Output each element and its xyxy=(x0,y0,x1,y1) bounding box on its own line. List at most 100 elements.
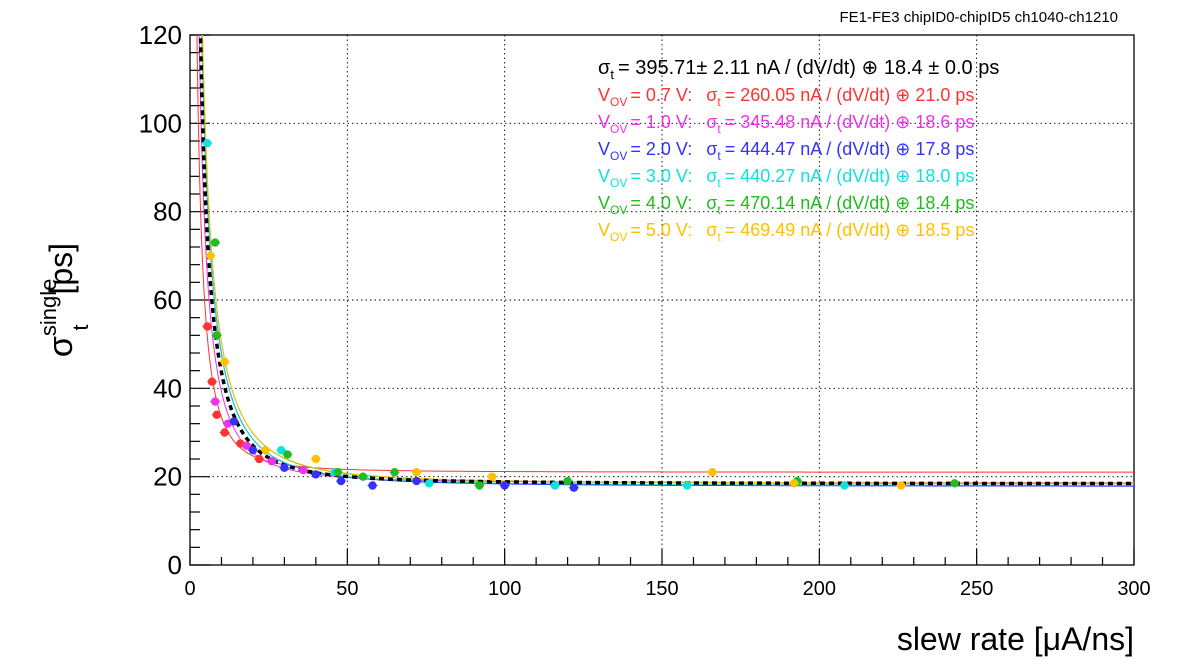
data-point xyxy=(569,483,579,492)
legend-v-sub: OV xyxy=(610,230,627,244)
data-point xyxy=(333,468,343,477)
legend-v: V xyxy=(598,193,610,213)
data-point xyxy=(283,450,292,459)
x-tick-label: 300 xyxy=(1117,578,1150,600)
legend-vov: = 1.0 V: xyxy=(630,112,692,132)
data-point xyxy=(412,468,421,477)
legend-vov: = 0.7 V: xyxy=(630,85,692,105)
legend-fit: = 260.05 nA / (dV/dt) ⊕ 21.0 ps xyxy=(725,85,975,105)
x-axis-label: slew rate [μA/ns] xyxy=(897,621,1134,657)
y-tick-labels: 0 20 40 60 80 100 120 xyxy=(139,20,182,580)
y-tick-label: 120 xyxy=(139,20,182,50)
data-point xyxy=(475,481,484,490)
legend-sigma-sub: t xyxy=(717,122,721,136)
legend-sigma-sub: t xyxy=(717,95,721,109)
legend-sigma: σ xyxy=(706,220,717,240)
legend-sigma: σ xyxy=(706,166,717,186)
data-point xyxy=(261,445,270,455)
y-tick-label: 40 xyxy=(153,373,182,403)
data-point xyxy=(210,397,220,406)
legend-sigma-sub: t xyxy=(717,149,721,163)
legend-sigma: σ xyxy=(706,193,717,213)
y-tick-label: 100 xyxy=(139,108,182,138)
legend-v-sub: OV xyxy=(610,95,627,109)
data-point xyxy=(203,322,212,331)
legend-vov: = 3.0 V: xyxy=(630,166,692,186)
legend: σt = 395.71± 2.11 nA / (dV/dt) ⊕ 18.4 ± 0… xyxy=(598,57,999,244)
legend-v-sub: OV xyxy=(610,122,627,136)
data-point xyxy=(708,468,717,477)
legend-entry-07: VOV = 0.7 V: σt = 260.05 nA / (dV/dt) ⊕ 21.… xyxy=(598,85,974,109)
y-tick-label: 60 xyxy=(153,285,182,315)
legend-v: V xyxy=(598,220,610,240)
data-point xyxy=(210,238,220,247)
y-tick-label: 20 xyxy=(153,462,182,492)
legend-fit: = 440.27 nA / (dV/dt) ⊕ 18.0 ps xyxy=(725,166,975,186)
legend-fit: = 444.47 nA / (dV/dt) ⊕ 17.8 ps xyxy=(725,139,975,159)
x-tick-label: 100 xyxy=(488,578,521,600)
data-point xyxy=(255,454,264,464)
global-fit-text: = 395.71± 2.11 nA / (dV/dt) ⊕ 18.4 ± 0.0… xyxy=(618,57,999,79)
legend-entry-20: VOV = 2.0 V: σt = 444.47 nA / (dV/dt) ⊕ 17.… xyxy=(598,139,974,163)
legend-v-sub: OV xyxy=(610,176,627,190)
legend-entry-30: VOV = 3.0 V: σt = 440.27 nA / (dV/dt) ⊕ 18.… xyxy=(598,166,974,190)
y-label-sub: t xyxy=(68,324,93,330)
legend-vov: = 5.0 V: xyxy=(630,220,692,240)
data-point xyxy=(220,357,229,367)
legend-sigma: σ xyxy=(706,112,717,132)
data-point xyxy=(896,481,906,490)
y-label-sup: single xyxy=(36,279,61,336)
data-point xyxy=(311,470,321,479)
legend-sigma: σ xyxy=(706,139,717,159)
legend-v: V xyxy=(598,139,610,159)
y-tick-label: 0 xyxy=(168,550,182,580)
global-fit-label: σt = 395.71± 2.11 nA / (dV/dt) ⊕ 18.4 ± 0… xyxy=(598,57,999,82)
data-point xyxy=(789,479,799,488)
data-point xyxy=(390,468,399,477)
data-point xyxy=(500,481,509,490)
data-point xyxy=(229,417,239,426)
data-point xyxy=(412,476,421,486)
legend-fit: = 469.49 nA / (dV/dt) ⊕ 18.5 ps xyxy=(725,220,975,240)
y-tick-label: 80 xyxy=(153,197,182,227)
data-point xyxy=(242,441,251,450)
data-point xyxy=(550,481,560,490)
header-text: FE1-FE3 chipID0-chipID5 ch1040-ch1210 xyxy=(840,9,1118,26)
global-fit-curve xyxy=(198,35,1134,486)
data-point xyxy=(206,251,215,261)
data-point xyxy=(358,472,368,481)
x-tick-label: 0 xyxy=(184,578,195,600)
global-fit-sub: t xyxy=(610,67,614,82)
data-point xyxy=(563,476,572,486)
data-point xyxy=(424,479,434,488)
data-point xyxy=(682,481,692,490)
data-point xyxy=(267,457,277,466)
y-label-unit: [ps] xyxy=(43,243,79,295)
legend-entry-10: VOV = 1.0 V: σt = 345.48 nA / (dV/dt) ⊕ 18.… xyxy=(598,112,974,136)
legend-vov: = 2.0 V: xyxy=(630,139,692,159)
legend-fit: = 345.48 nA / (dV/dt) ⊕ 18.6 ps xyxy=(725,112,975,132)
legend-entry-50: VOV = 5.0 V: σt = 469.49 nA / (dV/dt) ⊕ 18.… xyxy=(598,220,974,244)
data-point xyxy=(248,445,258,455)
legend-sigma-sub: t xyxy=(717,230,721,244)
data-point xyxy=(840,481,849,490)
axis-ticks xyxy=(189,34,1135,566)
data-point xyxy=(368,481,377,490)
data-point xyxy=(299,465,308,475)
data-point xyxy=(207,377,217,386)
data-point xyxy=(487,472,497,481)
data-point xyxy=(336,476,346,486)
legend-sigma-sub: t xyxy=(717,203,721,217)
legend-vov: = 4.0 V: xyxy=(630,193,692,213)
data-point xyxy=(212,410,221,420)
y-label-sigma: σ xyxy=(42,336,80,357)
legend-fit: = 470.14 nA / (dV/dt) ⊕ 18.4 ps xyxy=(725,193,975,213)
data-point xyxy=(277,445,286,455)
x-tick-label: 200 xyxy=(803,578,836,600)
y-axis-label: σsingle t [ps] xyxy=(36,243,93,357)
data-point xyxy=(203,139,212,148)
data-point xyxy=(311,454,321,464)
data-point xyxy=(220,428,229,437)
legend-entry-40: VOV = 4.0 V: σt = 470.14 nA / (dV/dt) ⊕ 18.… xyxy=(598,193,974,217)
